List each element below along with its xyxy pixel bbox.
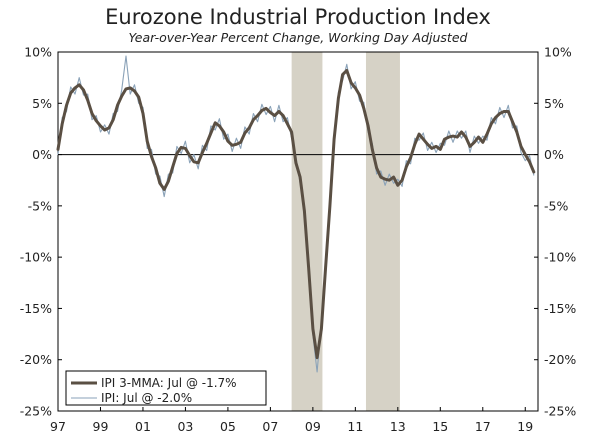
- x-tick-label: 15: [432, 419, 448, 434]
- y-tick-label-right: -15%: [544, 301, 576, 316]
- y-tick-label-left: 5%: [32, 96, 52, 111]
- y-tick-label-left: -5%: [28, 198, 52, 213]
- y-tick-label-right: -10%: [544, 250, 576, 265]
- y-tick-label-left: 10%: [24, 45, 52, 60]
- chart-title: Eurozone Industrial Production Index: [105, 5, 491, 29]
- y-tick-label-right: -20%: [544, 352, 576, 367]
- series-lines: [56, 55, 536, 373]
- x-tick-label: 09: [305, 419, 321, 434]
- plot-frame: [57, 51, 539, 412]
- y-tick-label-left: -25%: [20, 404, 52, 419]
- y-tick-label-right: -25%: [544, 404, 576, 419]
- y-tick-label-right: -5%: [544, 198, 568, 213]
- x-tick-label: 07: [262, 419, 278, 434]
- y-tick-label-right: 5%: [544, 96, 564, 111]
- x-tick-label: 17: [475, 419, 491, 434]
- recession-bands: [291, 52, 400, 411]
- legend-label-2: IPI: Jul @ -2.0%: [101, 391, 192, 405]
- x-tick-label: 19: [517, 419, 533, 434]
- y-tick-label-right: 10%: [544, 45, 572, 60]
- x-tick-label: 05: [220, 419, 236, 434]
- x-tick-label: 13: [390, 419, 406, 434]
- y-tick-label-left: -15%: [20, 301, 52, 316]
- axes: [57, 51, 539, 412]
- y-tick-label-right: 0%: [544, 147, 564, 162]
- x-tick-label: 01: [135, 419, 151, 434]
- series-line-ipi-3mma: [56, 69, 536, 360]
- legend-box: [65, 370, 267, 406]
- legend: IPI 3-MMA: Jul @ -1.7%IPI: Jul @ -2.0%: [65, 370, 267, 406]
- y-tick-label-left: 0%: [32, 147, 52, 162]
- x-tick-label: 99: [93, 419, 109, 434]
- chart-subtitle: Year-over-Year Percent Change, Working D…: [129, 30, 468, 45]
- x-tick-label: 03: [177, 419, 193, 434]
- legend-label-1: IPI 3-MMA: Jul @ -1.7%: [101, 376, 237, 390]
- x-tick-label: 11: [347, 419, 363, 434]
- recession-band-2: [365, 52, 400, 411]
- y-tick-label-left: -10%: [20, 250, 52, 265]
- x-tick-label: 97: [50, 419, 66, 434]
- y-tick-label-left: -20%: [20, 352, 52, 367]
- tick-labels: 10% 10% 5% 5% 0% 0% -5% -5% -10% -10% -15% -15% -20%…: [20, 45, 577, 435]
